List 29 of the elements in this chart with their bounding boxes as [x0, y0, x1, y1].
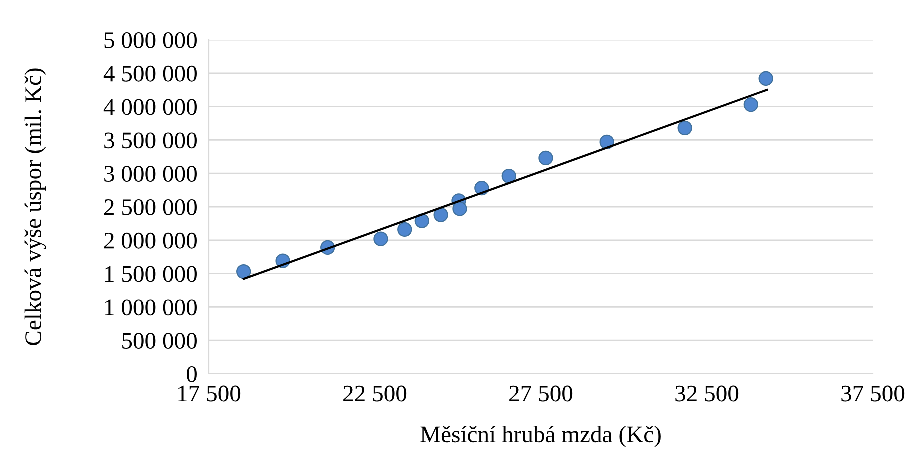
x-tick-label: 27 500 — [510, 386, 573, 402]
y-tick-label: 3 500 000 — [104, 132, 197, 149]
point — [236, 264, 252, 280]
x-tick-label: 22 500 — [344, 386, 407, 402]
y-tick-label: 2 000 000 — [104, 232, 197, 249]
y-tick-label: 500 000 — [122, 333, 197, 350]
point — [744, 97, 758, 112]
x-tick-label: 32 500 — [676, 386, 739, 402]
point — [374, 232, 388, 246]
y-tick-label: 4 500 000 — [104, 66, 197, 82]
y-tick-label: 1 000 000 — [106, 300, 197, 316]
y-axis-title: Celková výše úspor (mil. Kč) — [24, 68, 46, 346]
point — [434, 208, 448, 222]
point — [502, 168, 516, 184]
point — [538, 150, 554, 166]
x-tick-label: 37 500 — [842, 386, 905, 402]
point — [758, 71, 774, 86]
x-tick-label: 17 500 — [178, 386, 241, 402]
point — [452, 202, 468, 216]
y-tick-label: 3 000 000 — [104, 166, 197, 182]
y-tick-label: 4 000 000 — [104, 99, 197, 116]
point — [398, 222, 412, 238]
y-tick-label: 2 500 000 — [104, 199, 197, 216]
point — [414, 214, 430, 228]
y-tick-label: 5 000 000 — [104, 32, 197, 48]
y-tick-label: 1 500 000 — [106, 266, 197, 282]
point — [678, 120, 692, 136]
x-axis-title: Měsíční hrubá mzda (Kč) — [420, 426, 661, 448]
y-tick-label: 0 — [186, 366, 197, 382]
